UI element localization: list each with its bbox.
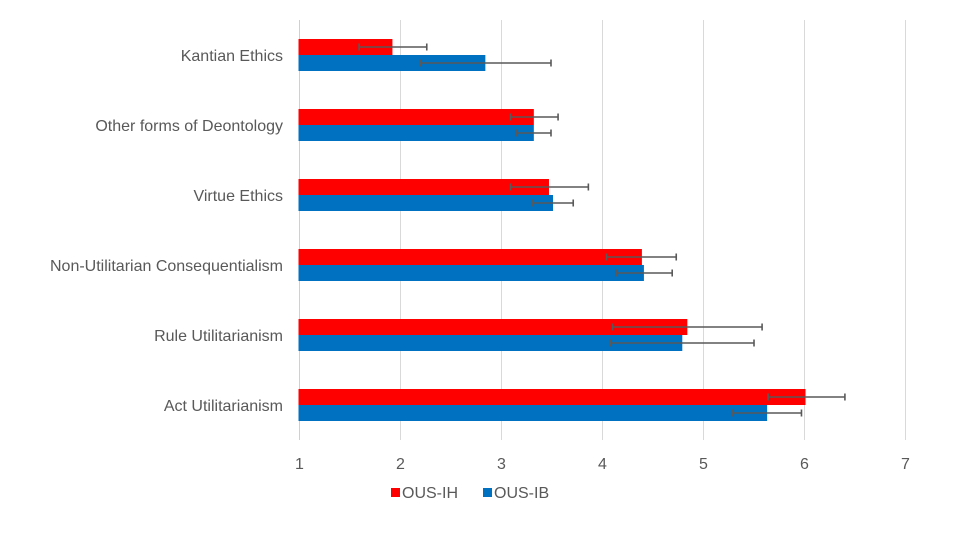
category-label: Kantian Ethics xyxy=(181,48,283,65)
bar-ous-ih xyxy=(298,389,806,405)
error-bars xyxy=(358,43,846,417)
bars xyxy=(298,39,806,421)
bar-ous-ih xyxy=(298,39,393,55)
x-tick-label: 3 xyxy=(497,456,506,473)
bar-ous-ib xyxy=(298,405,768,421)
bar-ous-ih xyxy=(298,179,549,195)
category-label: Other forms of Deontology xyxy=(95,118,283,135)
value-axis: 1 2 3 4 5 6 7 xyxy=(295,456,910,473)
bar-ous-ib xyxy=(298,335,683,351)
bar-ous-ih xyxy=(298,109,534,125)
legend-label: OUS-IB xyxy=(494,485,549,502)
legend-label: OUS-IH xyxy=(402,485,458,502)
legend-swatch-ous-ih xyxy=(391,488,400,497)
x-tick-label: 1 xyxy=(295,456,304,473)
category-label: Rule Utilitarianism xyxy=(154,328,283,345)
category-label: Non-Utilitarian Consequentialism xyxy=(50,258,283,275)
bar-ous-ib xyxy=(298,265,644,281)
x-tick-label: 4 xyxy=(598,456,607,473)
x-tick-label: 5 xyxy=(699,456,708,473)
category-label: Act Utilitarianism xyxy=(164,398,283,415)
gridlines xyxy=(299,20,906,440)
legend-swatch-ous-ib xyxy=(483,488,492,497)
bar-ous-ib xyxy=(298,125,534,141)
x-tick-label: 2 xyxy=(396,456,405,473)
x-tick-label: 6 xyxy=(800,456,809,473)
bar-ous-ib xyxy=(298,195,554,211)
category-label: Virtue Ethics xyxy=(193,188,283,205)
legend: OUS-IH OUS-IB xyxy=(391,485,549,502)
bar-ous-ih xyxy=(298,249,642,265)
x-tick-label: 7 xyxy=(901,456,910,473)
bar-ous-ih xyxy=(298,319,688,335)
bar-ous-ib xyxy=(298,55,486,71)
category-labels: Kantian Ethics Other forms of Deontology V… xyxy=(50,48,283,415)
